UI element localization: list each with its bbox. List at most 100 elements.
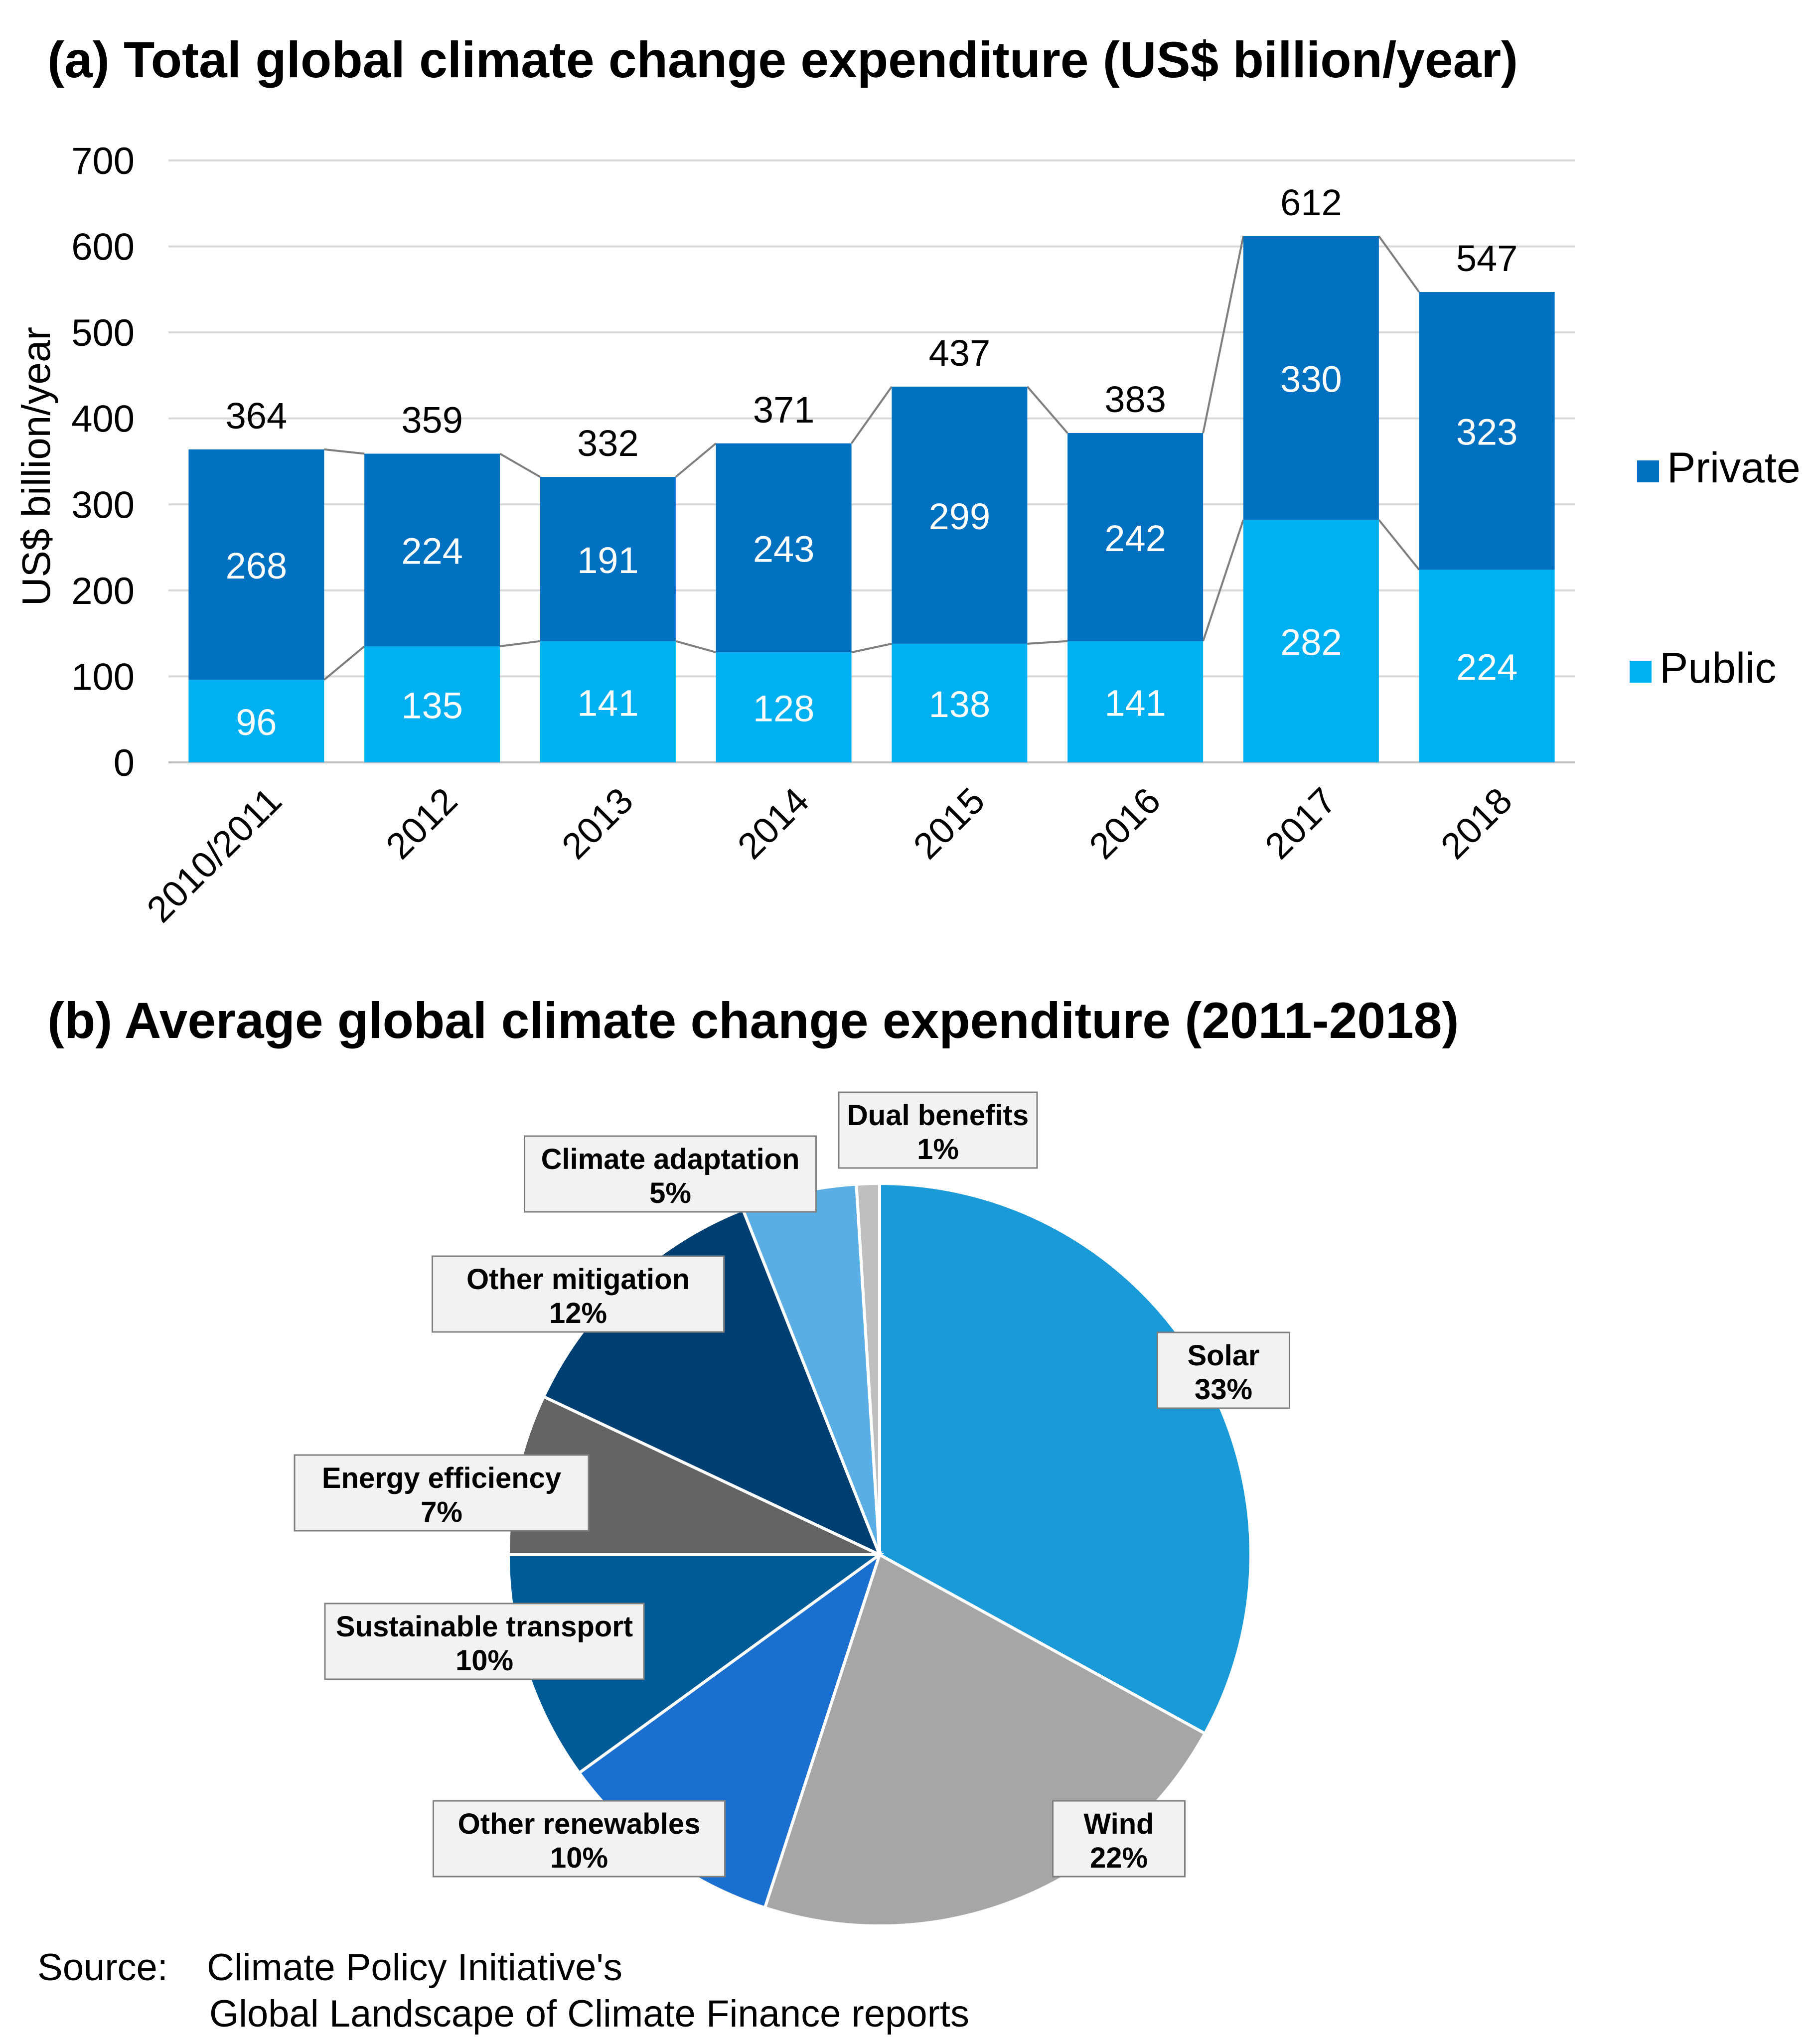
bar-total-label: 332	[577, 423, 638, 464]
series-connector-line	[1202, 236, 1244, 434]
bar-public	[540, 641, 676, 762]
pie-slice	[855, 1181, 881, 1555]
x-category-label: 2018	[1433, 780, 1520, 867]
series-connector-line	[1026, 386, 1068, 434]
series-connector-line	[324, 448, 365, 455]
pie-slice-label: Other mitigation	[466, 1263, 690, 1296]
pie-slice-label: Climate adaptation	[541, 1143, 800, 1175]
bar-total-label: 612	[1280, 182, 1342, 223]
bar-chart-title: (a) Total global climate change expendit…	[47, 31, 1518, 88]
y-tick-label: 600	[71, 226, 135, 269]
bar-total-label: 359	[401, 399, 462, 440]
pie-chart-title: (b) Average global climate change expend…	[47, 992, 1459, 1049]
pie-label-box	[1157, 1331, 1290, 1409]
pie-slice-label: Other renewables	[458, 1808, 701, 1840]
series-connector-line	[851, 642, 892, 654]
x-category-label: 2017	[1257, 780, 1344, 867]
bar-public-value-label: 141	[577, 682, 638, 724]
bar-private-value-label: 330	[1280, 359, 1342, 400]
bar-public	[1419, 570, 1555, 762]
y-tick-label: 300	[71, 484, 135, 526]
chart-canvas: 0 100 200 300 400 500 600 700 US$ billion/year 96…	[14, 140, 1801, 1927]
bar-private	[1243, 236, 1379, 520]
x-category-label: 2014	[730, 780, 817, 867]
source-line-1: Climate Policy Initiative's	[207, 1946, 622, 1989]
series-connector-line	[675, 442, 717, 478]
y-tick-label: 100	[71, 656, 135, 698]
bar-private	[716, 443, 852, 653]
pie-slice-percent: 22%	[1090, 1842, 1148, 1874]
bar-public-value-label: 141	[1104, 682, 1166, 724]
pie-label-box	[432, 1255, 725, 1333]
y-tick-label: 400	[71, 398, 135, 440]
y-tick-label: 500	[71, 312, 135, 354]
bar-private	[1067, 433, 1204, 641]
bar-private-value-label: 191	[577, 540, 638, 581]
bar-public	[1067, 641, 1204, 762]
bar-public	[716, 652, 852, 762]
bar-private	[540, 477, 676, 641]
pie-slice-label: Wind	[1083, 1808, 1154, 1840]
series-connector-line	[1378, 519, 1420, 571]
pie-slice-percent: 12%	[549, 1297, 607, 1329]
pie-slice-label: Dual benefits	[847, 1099, 1029, 1132]
pie-label-box	[433, 1800, 726, 1878]
legend-swatch	[1630, 661, 1652, 683]
x-category-label: 2016	[1081, 780, 1168, 867]
series-connector-line	[1027, 640, 1068, 645]
bar-private-value-label: 224	[401, 531, 462, 572]
series-connector-line	[1378, 235, 1420, 293]
pie-slice-percent: 33%	[1195, 1373, 1252, 1406]
bar-public-value-label: 128	[753, 688, 814, 730]
pie-label-box	[1052, 1800, 1186, 1878]
bar-private-value-label: 243	[753, 528, 814, 570]
source-line-2: Global Landscape of Climate Finance repo…	[209, 1993, 970, 2035]
bar-public	[364, 646, 500, 762]
x-category-label: 2010/2011	[139, 780, 290, 930]
bar-private	[188, 449, 324, 680]
series-connector-line	[499, 452, 541, 478]
pie-slice-percent: 1%	[917, 1133, 959, 1166]
pie-label-box	[524, 1135, 817, 1213]
bar-public	[188, 680, 324, 762]
legend-label: Public	[1660, 644, 1776, 692]
y-tick-label: 0	[114, 742, 135, 784]
series-connector-line	[499, 640, 541, 648]
bar-private-value-label: 242	[1104, 518, 1166, 559]
y-axis-label: US$ billion/year	[14, 327, 58, 606]
bar-private-value-label: 323	[1456, 412, 1517, 453]
pie-slice-label: Sustainable transport	[336, 1610, 633, 1643]
pie-slice-percent: 10%	[550, 1842, 608, 1874]
bar-total-label: 437	[929, 332, 990, 374]
x-category-label: 2015	[906, 780, 993, 867]
bar-private	[364, 453, 500, 647]
pie-slice-label: Solar	[1187, 1339, 1259, 1372]
bar-public-value-label: 282	[1280, 622, 1342, 663]
series-connector-line	[675, 640, 717, 654]
bar-public-value-label: 135	[401, 685, 462, 727]
legend-label: Private	[1667, 444, 1801, 492]
stacked-bar-chart: 0 100 200 300 400 500 600 700 US$ billion/year 96…	[14, 140, 1801, 930]
bar-public-value-label: 96	[236, 702, 277, 743]
series-connector-line	[323, 645, 365, 681]
y-tick-label: 200	[71, 570, 135, 612]
bar-public	[892, 643, 1028, 762]
pie-slice-label: Energy efficiency	[322, 1462, 561, 1494]
bar-public	[1243, 520, 1379, 762]
pie-slice-percent: 7%	[421, 1496, 462, 1528]
bar-total-label: 371	[753, 389, 814, 431]
pie-label-box	[324, 1603, 645, 1680]
pie-slice-percent: 10%	[455, 1644, 513, 1677]
source-label: Source:	[37, 1946, 168, 1989]
x-category-label: 2013	[554, 780, 641, 867]
bar-total-label: 364	[226, 395, 287, 437]
bar-private-value-label: 268	[226, 545, 287, 586]
bar-private	[1419, 292, 1555, 570]
series-connector-line	[850, 386, 893, 444]
bar-private-value-label: 299	[929, 496, 990, 537]
pie-label-box	[838, 1091, 1038, 1169]
bar-total-label: 547	[1456, 238, 1517, 279]
pie-label-box	[294, 1454, 590, 1532]
bar-public-value-label: 138	[929, 684, 990, 725]
